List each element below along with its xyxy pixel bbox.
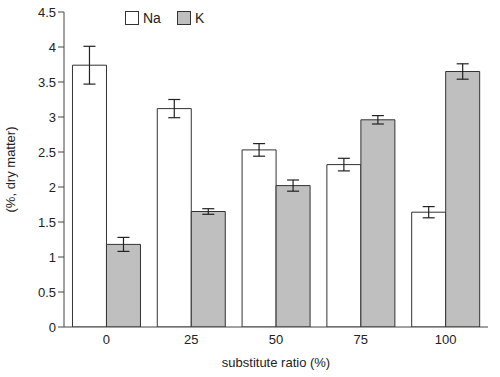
svg-text:3: 3 xyxy=(49,110,56,125)
html-text:K: K xyxy=(194,10,205,26)
svg-text:1.5: 1.5 xyxy=(38,215,56,230)
svg-text:0.5: 0.5 xyxy=(38,285,56,300)
html-text:Na: Na xyxy=(143,10,161,26)
svg-text:25: 25 xyxy=(184,332,198,347)
svg-text:50: 50 xyxy=(269,332,283,347)
svg-text:0: 0 xyxy=(103,332,110,347)
svg-text:0: 0 xyxy=(49,320,56,335)
svg-text:100: 100 xyxy=(435,332,457,347)
svg-text:(%, dry matter): (%, dry matter) xyxy=(8,127,18,213)
svg-text:3.5: 3.5 xyxy=(38,75,56,90)
svg-text:1: 1 xyxy=(49,250,56,265)
svg-text:substitute ratio (%): substitute ratio (%) xyxy=(222,355,330,370)
svg-text:4: 4 xyxy=(49,40,56,55)
svg-text:75: 75 xyxy=(354,332,368,347)
svg-text:2: 2 xyxy=(49,180,56,195)
svg-text:2.5: 2.5 xyxy=(38,145,56,160)
svg-text:4.5: 4.5 xyxy=(38,5,56,20)
